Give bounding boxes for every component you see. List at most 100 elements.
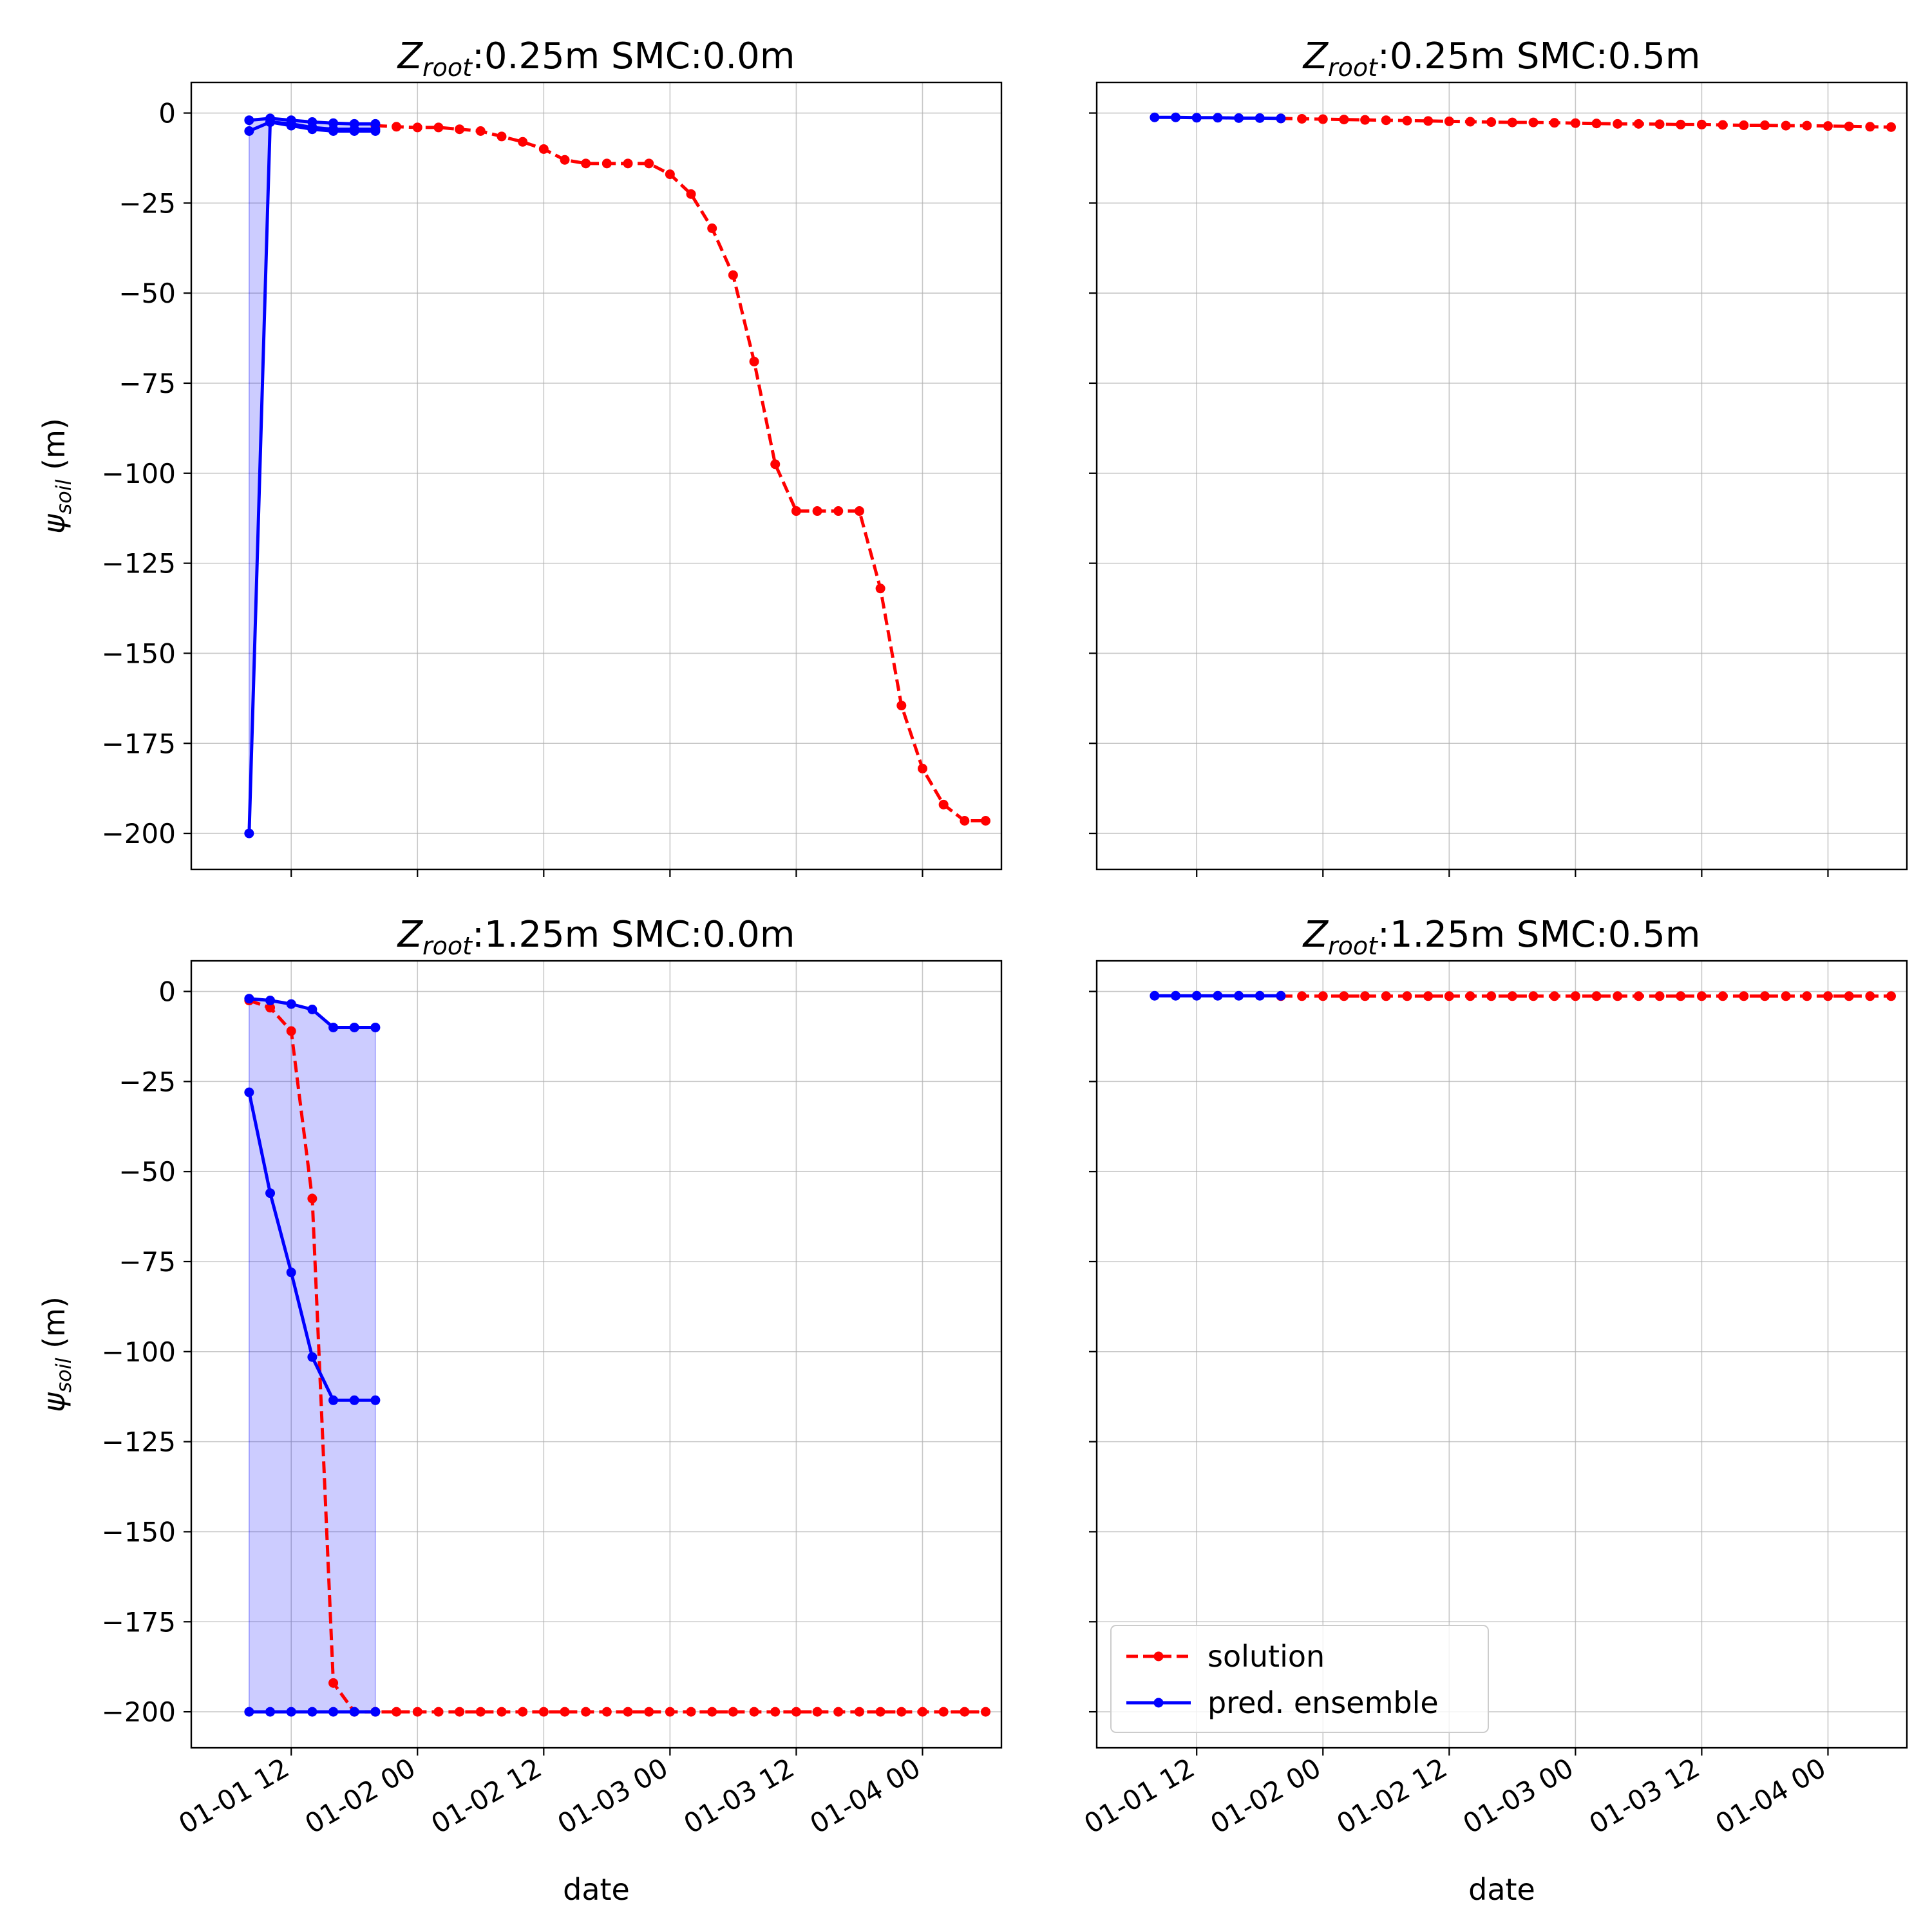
solution-series-point (1465, 117, 1475, 127)
x-tick-label: 01-04 00 (1710, 1752, 1831, 1840)
solution-series-point (1486, 117, 1497, 128)
solution-series-point (475, 1707, 486, 1717)
solution-series-point (1696, 991, 1707, 1001)
y-tick-label: −75 (118, 1246, 176, 1278)
ensemble-member-1-point (1255, 990, 1265, 1001)
solution-series-point (412, 122, 422, 133)
solution-series-point (538, 144, 549, 154)
ensemble-member-3-point (349, 124, 359, 135)
solution-series-point (1318, 991, 1328, 1001)
solution-series-point (623, 1707, 633, 1717)
ensemble-member-1-point (286, 999, 296, 1009)
solution-series-point (1844, 991, 1854, 1001)
solution-series-point (644, 158, 654, 169)
solution-series-point (980, 1707, 990, 1717)
x-tick-label: 01-02 12 (426, 1752, 547, 1840)
solution-series-point (1654, 119, 1665, 129)
solution-series-point (1886, 122, 1896, 132)
ensemble-member-3 (244, 1707, 381, 1717)
solution-series-point (1444, 116, 1454, 126)
ensemble-member-3-point (244, 1707, 254, 1717)
solution-series-point (1297, 113, 1307, 124)
x-axis-label: date (1468, 1872, 1535, 1907)
x-tick-label: 01-02 00 (1205, 1752, 1326, 1840)
ensemble-member-2-point (349, 1395, 359, 1405)
panel-title: Zroot:0.25m SMC:0.5m (1302, 35, 1701, 82)
ensemble-member-3-point (265, 117, 276, 128)
solution-series-point (749, 1707, 759, 1717)
y-tick-label: −150 (102, 1516, 176, 1548)
solution-series-point (1528, 991, 1539, 1001)
solution-series-point (938, 799, 949, 810)
ensemble-member-2-point (286, 1267, 296, 1278)
solution-series-point (1549, 991, 1560, 1001)
ensemble-member-3-point (370, 124, 381, 135)
ensemble-member-3-point (265, 1707, 276, 1717)
y-tick-label: −150 (102, 638, 176, 669)
ensemble-member-2-point (328, 1395, 339, 1405)
panel-title: Zroot:1.25m SMC:0.5m (1302, 914, 1701, 960)
legend: solution pred. ensemble (1110, 1625, 1489, 1733)
solution-series-point (1781, 120, 1791, 131)
solution-series-point (665, 1707, 675, 1717)
legend-box (1110, 1625, 1489, 1733)
y-tick-label: −125 (102, 548, 176, 580)
x-tick-label: 01-04 00 (804, 1752, 925, 1840)
solution-series-point (1423, 116, 1434, 126)
solution-series-point (307, 1193, 317, 1204)
ensemble-member-1-point (328, 1022, 339, 1032)
solution-series-point (518, 137, 528, 147)
solution-series-point (707, 223, 717, 234)
solution-series-point (1718, 991, 1728, 1001)
ensemble-member-3-point (328, 124, 339, 135)
ensemble-member-1-point (244, 994, 254, 1004)
solution-series-point (1759, 120, 1770, 131)
x-tick-label: 01-01 12 (173, 1752, 294, 1840)
solution-series-point (1865, 991, 1875, 1001)
solution-series-point (1802, 991, 1812, 1001)
solution-series-point (455, 124, 465, 135)
ensemble-member-3-point (370, 1707, 381, 1717)
solution-series-point (1360, 115, 1370, 125)
solution-series-point (1865, 122, 1875, 132)
ensemble-member-1-point (244, 115, 254, 126)
ensemble-member-3 (244, 117, 381, 137)
ensemble-member-3-point (244, 126, 254, 137)
ensemble-member-2-point (370, 1395, 381, 1405)
solution-series-point (791, 1707, 801, 1717)
ensemble-member-1-point (1150, 112, 1160, 122)
ensemble-member-1-point (265, 996, 276, 1006)
chart-panel-2: Zroot:0.25m SMC:0.5m (1089, 35, 1908, 877)
y-tick-label: −25 (118, 1066, 176, 1097)
x-tick-label: 01-02 12 (1331, 1752, 1452, 1840)
y-tick-label: −175 (102, 1606, 176, 1638)
solution-series-point (1676, 119, 1686, 129)
ensemble-member-2-point (307, 1352, 317, 1362)
ensemble-member-2-line (247, 120, 375, 834)
ensemble-member-1 (244, 994, 381, 1032)
solution-series-point (854, 1707, 864, 1717)
solution-series-point (1613, 118, 1623, 129)
solution-series (1276, 991, 1896, 1001)
solution-series-point (1718, 120, 1728, 130)
solution-series-point (623, 158, 633, 169)
solution-series-point (917, 763, 927, 773)
solution-series-point (1633, 991, 1643, 1001)
x-axis-label: date (563, 1872, 630, 1907)
ensemble-member-3-point (307, 122, 317, 133)
ensemble-member-1-point (1171, 112, 1181, 122)
legend-marker-1 (1153, 1651, 1164, 1662)
ensemble-member-2 (244, 1087, 381, 1405)
ensemble-member-1-point (1234, 113, 1244, 123)
solution-series-point (265, 1003, 276, 1013)
legend-label-2: pred. ensemble (1208, 1685, 1439, 1720)
axes-frame (1095, 81, 1908, 871)
solution-series-point (833, 506, 844, 516)
ensemble-member-1-point (349, 1022, 359, 1032)
ensemble-member-3-point (349, 1707, 359, 1717)
ensemble-member-1 (1150, 990, 1286, 1001)
y-tick-label: −25 (118, 187, 176, 219)
solution-series-point (938, 1707, 949, 1717)
solution-series-point (770, 459, 781, 469)
solution-series-point (518, 1707, 528, 1717)
